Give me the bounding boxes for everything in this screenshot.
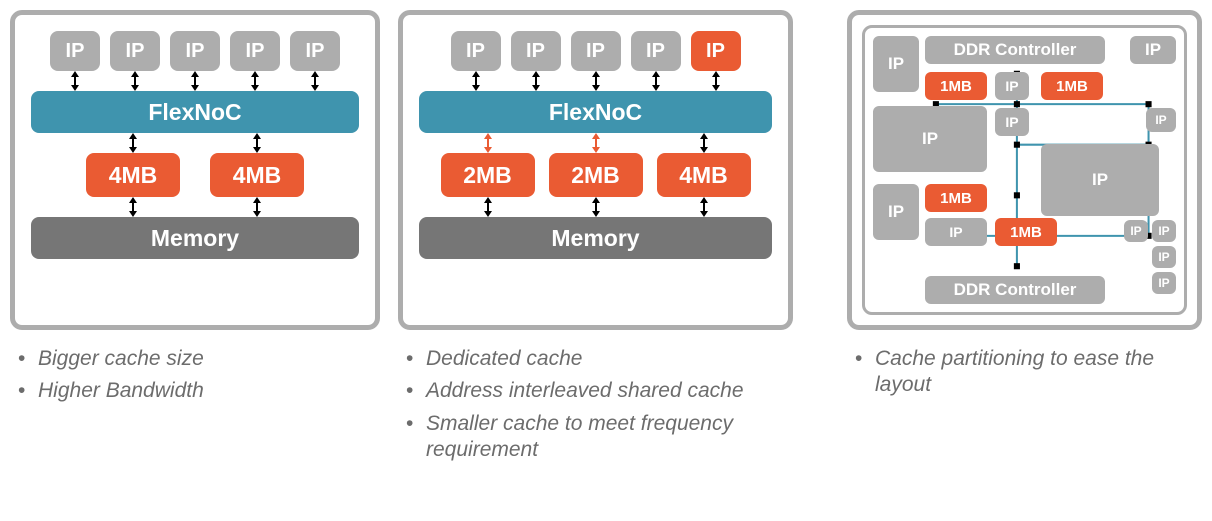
panel-2-frame: IP IP IP IP IP FlexNoC 2MB 2MB: [398, 10, 793, 330]
double-arrow-icon: [691, 71, 741, 91]
ddr-controller-block: DDR Controller: [925, 276, 1105, 304]
arrow-row: [31, 197, 359, 217]
ddr-controller-block: DDR Controller: [925, 36, 1105, 64]
ip-block: IP: [1152, 246, 1176, 268]
panel-1-frame: IP IP IP IP IP FlexNoC 4MB 4MB: [10, 10, 380, 330]
double-arrow-icon: [290, 71, 340, 91]
cache-row: 4MB 4MB: [31, 153, 359, 197]
double-arrow-icon: [657, 197, 751, 217]
cache-block: 2MB: [549, 153, 643, 197]
ip-block: IP: [110, 31, 160, 71]
arrow-row: [31, 133, 359, 153]
arrow-row: [419, 133, 772, 153]
ip-block: IP: [925, 218, 987, 246]
cache-1mb-block: 1MB: [1041, 72, 1103, 100]
double-arrow-icon: [210, 197, 304, 217]
ip-block: IP: [873, 106, 987, 172]
arrow-row: [419, 197, 772, 217]
caption-bullet: Bigger cache size: [18, 346, 380, 372]
panel-3: DDR Controller IP IP 1MB IP 1MB IP IP IP…: [847, 10, 1202, 405]
soc-floorplan: DDR Controller IP IP 1MB IP 1MB IP IP IP…: [862, 25, 1187, 315]
ip-block: IP: [511, 31, 561, 71]
ip-block: IP: [451, 31, 501, 71]
caption-bullet: Smaller cache to meet frequency requirem…: [406, 411, 829, 464]
cache-1mb-block: 1MB: [995, 218, 1057, 246]
flexnoc-block: FlexNoC: [31, 91, 359, 133]
double-arrow-icon: [511, 71, 561, 91]
double-arrow-orange-icon: [549, 133, 643, 153]
ip-block: IP: [1152, 272, 1176, 294]
ip-block: IP: [230, 31, 280, 71]
ip-block-highlighted: IP: [691, 31, 741, 71]
double-arrow-icon: [86, 133, 180, 153]
panel-3-frame: DDR Controller IP IP 1MB IP 1MB IP IP IP…: [847, 10, 1202, 330]
double-arrow-icon: [657, 133, 751, 153]
panel-2-caption: Dedicated cache Address interleaved shar…: [398, 346, 829, 469]
flexnoc-block: FlexNoC: [419, 91, 772, 133]
ip-block: IP: [873, 36, 919, 92]
diagram-container: IP IP IP IP IP FlexNoC 4MB 4MB: [10, 10, 1202, 469]
cache-block: 4MB: [86, 153, 180, 197]
cache-block: 4MB: [210, 153, 304, 197]
arrow-row: [419, 71, 772, 91]
ip-block: IP: [50, 31, 100, 71]
arrow-row: [31, 71, 359, 91]
ip-block: IP: [290, 31, 340, 71]
ip-block: IP: [1146, 108, 1176, 132]
panel-3-caption: Cache partitioning to ease the layout: [847, 346, 1202, 405]
cache-row: 2MB 2MB 4MB: [419, 153, 772, 197]
ip-block: IP: [1041, 144, 1159, 216]
cache-block: 2MB: [441, 153, 535, 197]
panel-1-caption: Bigger cache size Higher Bandwidth: [10, 346, 380, 411]
double-arrow-icon: [86, 197, 180, 217]
ip-block: IP: [1130, 36, 1176, 64]
panel-2: IP IP IP IP IP FlexNoC 2MB 2MB: [398, 10, 829, 469]
caption-bullet: Address interleaved shared cache: [406, 378, 829, 404]
double-arrow-orange-icon: [441, 133, 535, 153]
double-arrow-icon: [230, 71, 280, 91]
ip-block: IP: [1124, 220, 1148, 242]
ip-block: IP: [631, 31, 681, 71]
ip-block: IP: [995, 72, 1029, 100]
double-arrow-icon: [110, 71, 160, 91]
cache-1mb-block: 1MB: [925, 184, 987, 212]
cache-block: 4MB: [657, 153, 751, 197]
memory-block: Memory: [419, 217, 772, 259]
double-arrow-icon: [549, 197, 643, 217]
ip-block: IP: [995, 108, 1029, 136]
ip-block: IP: [170, 31, 220, 71]
ip-row: IP IP IP IP IP: [419, 31, 772, 71]
double-arrow-icon: [631, 71, 681, 91]
double-arrow-icon: [50, 71, 100, 91]
caption-bullet: Cache partitioning to ease the layout: [855, 346, 1202, 399]
caption-bullet: Dedicated cache: [406, 346, 829, 372]
memory-block: Memory: [31, 217, 359, 259]
caption-bullet: Higher Bandwidth: [18, 378, 380, 404]
double-arrow-icon: [571, 71, 621, 91]
double-arrow-icon: [451, 71, 501, 91]
ip-row: IP IP IP IP IP: [31, 31, 359, 71]
double-arrow-icon: [441, 197, 535, 217]
double-arrow-icon: [170, 71, 220, 91]
ip-block: IP: [873, 184, 919, 240]
ip-block: IP: [571, 31, 621, 71]
cache-1mb-block: 1MB: [925, 72, 987, 100]
double-arrow-icon: [210, 133, 304, 153]
ip-block: IP: [1152, 220, 1176, 242]
panel-1: IP IP IP IP IP FlexNoC 4MB 4MB: [10, 10, 380, 411]
